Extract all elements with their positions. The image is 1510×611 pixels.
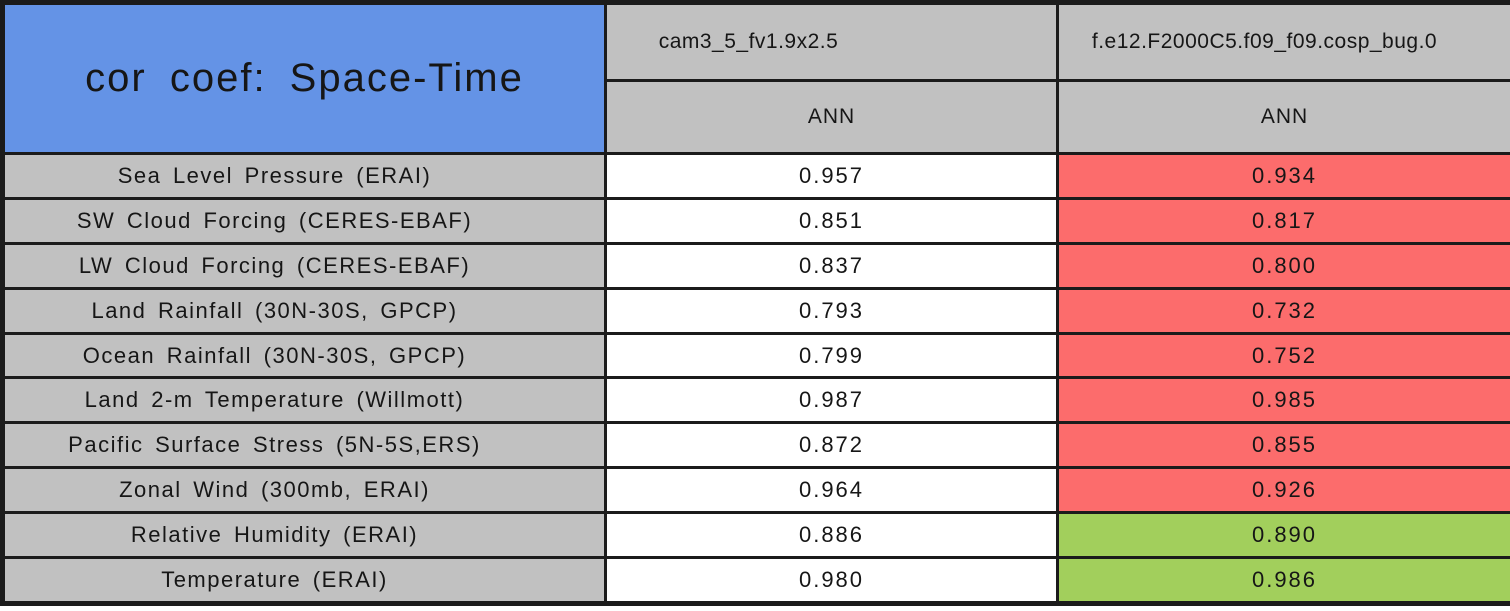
metric-label: Relative Humidity (ERAI) — [1, 511, 607, 560]
table-row: Ocean Rainfall (30N-30S, GPCP) 0.799 0.7… — [1, 331, 1510, 380]
case1-value: 0.799 — [604, 331, 1059, 380]
metric-label: Pacific Surface Stress (5N-5S,ERS) — [1, 421, 607, 470]
case1-season-header: ANN — [604, 78, 1059, 156]
case1-value: 0.987 — [604, 376, 1059, 425]
case2-value: 0.732 — [1056, 286, 1510, 335]
case1-value: 0.793 — [604, 286, 1059, 335]
case2-value: 0.752 — [1056, 331, 1510, 380]
metric-label: Land Rainfall (30N-30S, GPCP) — [1, 286, 607, 335]
table-row: Relative Humidity (ERAI) 0.886 0.890 — [1, 511, 1510, 560]
metric-label: Ocean Rainfall (30N-30S, GPCP) — [1, 331, 607, 380]
case1-value: 0.886 — [604, 511, 1059, 560]
table-title: cor coef: Space-Time — [85, 56, 524, 100]
case1-value: 0.837 — [604, 241, 1059, 290]
table-title-cell: cor coef: Space-Time — [1, 1, 607, 155]
metric-label: SW Cloud Forcing (CERES-EBAF) — [1, 196, 607, 245]
case1-value: 0.957 — [604, 152, 1059, 200]
metric-label: Land 2-m Temperature (Willmott) — [1, 376, 607, 425]
case2-value: 0.986 — [1056, 556, 1510, 605]
table-row: Temperature (ERAI) 0.980 0.986 — [1, 556, 1510, 605]
metric-label: Temperature (ERAI) — [1, 556, 607, 605]
case1-model-name: cam3_5_fv1.9x2.5 — [658, 29, 839, 53]
metric-label: Zonal Wind (300mb, ERAI) — [1, 466, 607, 515]
header-row-seasons: ANN ANN — [3, 78, 1510, 156]
case1-value: 0.851 — [604, 196, 1059, 245]
case1-value: 0.872 — [604, 421, 1059, 470]
case2-model-header: f.e12.F2000C5.f09_f09.cosp_bug.0 — [1056, 1, 1510, 82]
case1-value: 0.964 — [604, 466, 1059, 515]
table-row: Sea Level Pressure (ERAI) 0.957 0.934 — [1, 152, 1510, 200]
case2-value: 0.890 — [1056, 511, 1510, 560]
table-row: LW Cloud Forcing (CERES-EBAF) 0.837 0.80… — [1, 241, 1510, 290]
case2-value: 0.855 — [1056, 421, 1510, 470]
table-row: Land Rainfall (30N-30S, GPCP) 0.793 0.73… — [1, 286, 1510, 335]
table-row: Zonal Wind (300mb, ERAI) 0.964 0.926 — [1, 466, 1510, 515]
case2-value: 0.934 — [1056, 152, 1510, 200]
metric-label: Sea Level Pressure (ERAI) — [1, 152, 607, 200]
case1-value: 0.980 — [604, 556, 1059, 605]
table-row: Land 2-m Temperature (Willmott) 0.987 0.… — [1, 376, 1510, 425]
table-row: Pacific Surface Stress (5N-5S,ERS) 0.872… — [1, 421, 1510, 470]
case2-value: 0.985 — [1056, 376, 1510, 425]
case1-model-header: cam3_5_fv1.9x2.5 — [604, 1, 1059, 82]
header-row-models: cor coef: Space-Time cam3_5_fv1.9x2.5 f.… — [1, 1, 1510, 155]
case2-model-name: f.e12.F2000C5.f09_f09.cosp_bug.0 — [1091, 29, 1438, 53]
case2-value: 0.926 — [1056, 466, 1510, 515]
case2-value: 0.817 — [1056, 196, 1510, 245]
table-row: SW Cloud Forcing (CERES-EBAF) 0.851 0.81… — [1, 196, 1510, 245]
case2-season-header: ANN — [1056, 78, 1510, 156]
case2-value: 0.800 — [1056, 241, 1510, 290]
metric-label: LW Cloud Forcing (CERES-EBAF) — [1, 241, 607, 290]
